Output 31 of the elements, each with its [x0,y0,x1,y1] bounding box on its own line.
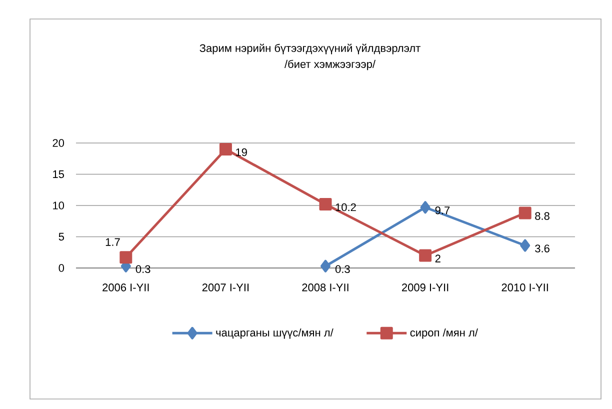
point [520,239,530,252]
data-label: 0.3 [335,265,350,274]
point [518,206,532,220]
x-tick-label: 2007 I-YII [202,284,249,292]
data-label: 8.8 [535,212,550,220]
x-tick-label: 2006 I-YII [102,284,149,292]
x-tick-label: 2009 I-YII [402,284,448,292]
data-label: 2 [435,254,440,262]
y-tick-label: 0 [58,264,64,272]
x-tick-label: 2008 I-YII [302,284,348,292]
x-tick-label: 2010 I-YII [502,284,548,292]
chart-title: Зарим нэрийн бүтээгдэхүүний үйлдвэрлэлт [200,44,420,54]
point [319,198,332,210]
point [420,201,430,214]
point [419,249,432,262]
data-label: 1.7 [106,238,120,246]
point [219,142,232,156]
point [120,251,132,264]
data-label: 3.6 [535,244,550,252]
y-tick-label: 10 [53,202,64,210]
data-label: 19 [236,148,247,156]
y-tick-label: 15 [53,170,64,178]
legend-label: сироп /мян л/ [410,328,478,339]
data-label: 9.7 [435,206,450,214]
legend-label: чацарганы шүүс/мян л/ [216,328,334,339]
y-tick-label: 20 [52,139,64,147]
point [320,260,330,272]
chart-subtitle: /биет хэмжээгээр/ [284,60,376,70]
y-tick-label: 5 [58,232,64,241]
data-label: 0.3 [136,265,150,274]
data-label: 10.2 [336,203,356,212]
